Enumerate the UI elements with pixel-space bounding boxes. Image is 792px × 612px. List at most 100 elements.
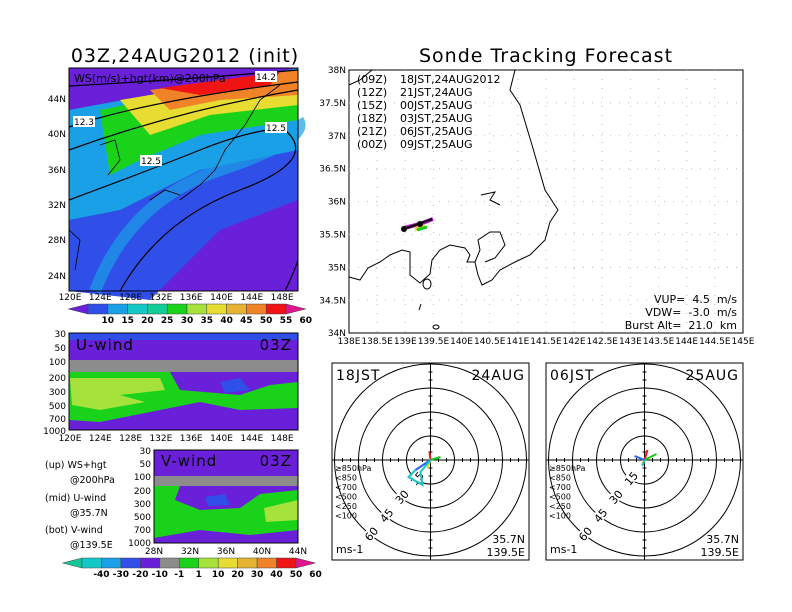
v-pressure-label: 500 <box>134 513 151 523</box>
track-lon-label: 143E <box>619 337 642 347</box>
wind-speed-colorbar: 10 15 20 25 30 35 40 45 50 55 60 <box>68 303 313 326</box>
v-lat-label: 40N <box>253 547 271 557</box>
v-lat-label: 44N <box>289 547 307 557</box>
ring-label-bg <box>575 523 595 544</box>
panel-note: @200hPa <box>70 475 115 486</box>
colorbar-label: 20 <box>231 570 244 580</box>
track-lon-label: 142.5E <box>587 337 619 347</box>
hodo-lat: 35.7N <box>706 533 739 546</box>
legend-utc: (12Z) <box>357 86 387 99</box>
colorbar-swatch <box>101 557 122 569</box>
hodo-legend-item: <850 <box>549 474 571 483</box>
colorbar-label: -20 <box>132 570 148 580</box>
ring-label-bg <box>361 523 381 544</box>
track-lat-label: 35N <box>328 263 346 273</box>
map-lon-label: 124E <box>89 293 112 303</box>
colorbar-label: 50 <box>290 570 303 580</box>
hodo-date: 25AUG <box>686 368 740 384</box>
hodo-time: 06JST <box>550 368 594 384</box>
colorbar-arrow-high <box>295 557 316 569</box>
colorbar-swatch <box>276 557 297 569</box>
panel-note: @35.7N <box>70 508 108 519</box>
legend-utc: (21Z) <box>357 125 387 138</box>
colorbar-swatch <box>237 557 258 569</box>
hodo-lat: 35.7N <box>492 533 525 546</box>
legend-utc: (09Z) <box>357 73 387 86</box>
legend-jst: 03JST,25AUG <box>400 112 473 125</box>
wind-trace <box>644 453 657 461</box>
colorbar-swatch <box>120 557 141 569</box>
track-lat-label: 34.5N <box>319 296 346 306</box>
colorbar-swatch <box>246 303 267 315</box>
u-wind-time: 03Z <box>260 336 292 354</box>
map-lon-label: 132E <box>149 293 172 303</box>
u-wind-label: U-wind <box>76 336 134 354</box>
map-lat-label: 32N <box>48 201 66 211</box>
colorbar-swatch <box>166 303 188 315</box>
colorbar-arrow-high <box>285 303 306 315</box>
colorbar-label: -40 <box>93 570 109 580</box>
map-lat-label: 40N <box>48 130 66 140</box>
sonde-track <box>401 217 434 232</box>
colorbar-label: 35 <box>201 316 214 326</box>
colorbar-swatch <box>81 557 102 569</box>
hodo-legend-item: <250 <box>335 502 357 511</box>
u-pressure-label: 30 <box>55 330 67 340</box>
u-pressure-label: 1000 <box>43 427 66 437</box>
hodo-units: ms-1 <box>336 543 363 556</box>
launch-param: VUP= 4.5 m/s <box>654 293 737 306</box>
wind-trace <box>406 459 432 487</box>
v-pressure-label: 100 <box>134 473 151 483</box>
v-lat-label: 36N <box>217 547 235 557</box>
track-lon-label: 138E <box>338 337 361 347</box>
colorbar-label: 30 <box>181 316 194 326</box>
colorbar-arrow-low <box>62 557 83 569</box>
colorbar-label: 60 <box>300 316 313 326</box>
legend-jst: 21JST,24AUG <box>400 86 473 99</box>
wind-trace <box>643 449 649 461</box>
colorbar-swatch <box>226 303 247 315</box>
track-lon-label: 143.5E <box>643 337 675 347</box>
contour-label-box <box>73 116 95 127</box>
colorbar-swatch <box>147 303 168 315</box>
wind-component-colorbar: -40 -30 -20 -10 -1 1 10 20 30 40 50 60 <box>62 557 322 580</box>
hodo-legend-item: ≥850hPa <box>549 464 586 473</box>
left-title: 03Z,24AUG2012 (init) <box>71 45 299 67</box>
colorbar-label: 1 <box>196 570 202 580</box>
colorbar-label: 50 <box>260 316 273 326</box>
hodo-legend-item: ≥850hPa <box>335 464 372 473</box>
colorbar-swatch <box>87 303 109 315</box>
colorbar-arrow-low <box>68 303 89 315</box>
u-lon-label: 128E <box>119 434 142 444</box>
colorbar-label: 40 <box>220 316 233 326</box>
wind-trace <box>634 455 645 461</box>
track-lat-label: 38N <box>328 66 346 76</box>
map-lat-label: 36N <box>48 166 66 176</box>
hodo-lon: 139.5E <box>701 546 739 559</box>
hodo-units: ms-1 <box>550 543 577 556</box>
map-lat-label: 44N <box>48 95 66 105</box>
legend-jst: 18JST,24AUG2012 <box>400 73 501 86</box>
colorbar-swatch <box>107 303 128 315</box>
hodograph-06jst: 15304560≥850hPa<850<700<500<250<10006JST… <box>545 362 744 561</box>
wind-trace <box>430 456 441 461</box>
u-wind-cross-section: U-wind 03Z <box>68 332 299 431</box>
v-pressure-label: 300 <box>134 500 151 510</box>
launch-param: Burst Alt= 21.0 km <box>625 319 737 332</box>
track-lon-label: 144.5E <box>699 337 731 347</box>
colorbar-label: 60 <box>309 570 322 580</box>
colorbar-swatch <box>265 303 287 315</box>
hodo-legend-item: <700 <box>549 483 571 492</box>
u-lon-label: 148E <box>271 434 294 444</box>
v-pressure-label: 50 <box>140 460 152 470</box>
track-lat-label: 36N <box>328 198 346 208</box>
u-pressure-label: 100 <box>49 358 66 368</box>
track-lat-label: 37N <box>328 132 346 142</box>
colorbar-label: -30 <box>113 570 129 580</box>
u-lon-label: 120E <box>59 434 82 444</box>
v-lat-label: 28N <box>145 547 163 557</box>
sonde-track-map: (09Z) 18JST,24AUG2012 (12Z) 21JST,24AUG (15Z… <box>348 69 744 334</box>
panel-note: @139.5E <box>70 540 113 551</box>
track-lon-label: 141E <box>506 337 529 347</box>
